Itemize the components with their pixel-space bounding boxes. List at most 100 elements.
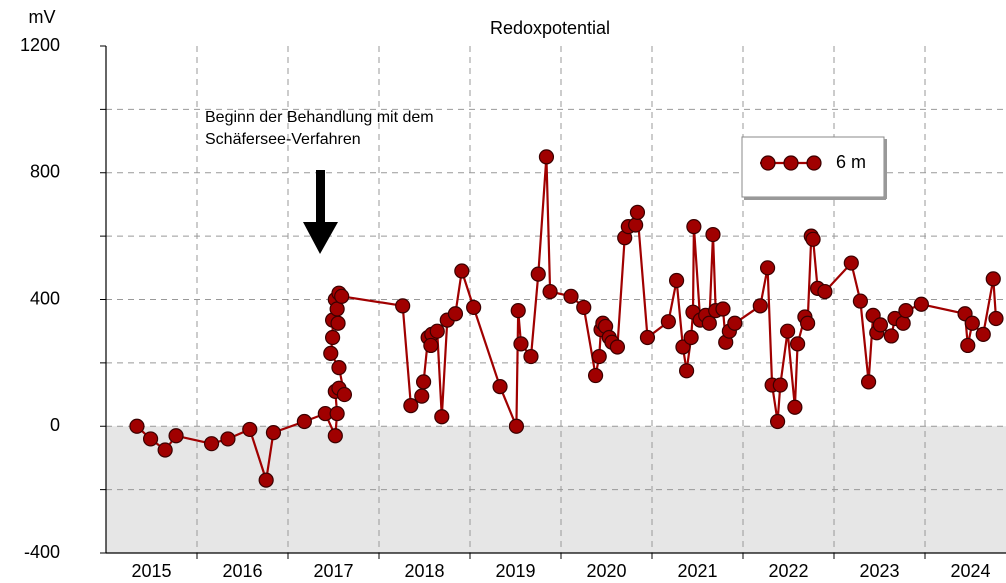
data-point bbox=[265, 424, 282, 441]
data-point bbox=[913, 296, 929, 312]
data-point bbox=[466, 299, 482, 316]
data-point bbox=[628, 217, 644, 233]
data-point bbox=[563, 288, 579, 304]
chart-title: Redoxpotential bbox=[490, 18, 610, 38]
data-point bbox=[686, 219, 702, 235]
data-point bbox=[323, 345, 339, 361]
legend-label: 6 m bbox=[836, 152, 866, 172]
data-point bbox=[330, 315, 346, 331]
data-point bbox=[542, 283, 558, 300]
legend-marker bbox=[760, 155, 776, 171]
data-point bbox=[988, 310, 1004, 327]
data-point bbox=[772, 377, 788, 393]
annotation: Beginn der Behandlung mit dem bbox=[205, 109, 434, 126]
legend-shadow bbox=[744, 197, 886, 200]
data-point bbox=[960, 337, 976, 354]
legend: 6 m bbox=[741, 136, 887, 200]
data-point bbox=[705, 226, 721, 243]
data-point bbox=[964, 315, 980, 331]
x-tick-label: 2016 bbox=[222, 561, 262, 581]
data-point bbox=[530, 266, 546, 282]
x-tick-label: 2017 bbox=[313, 561, 353, 581]
data-point bbox=[168, 428, 184, 444]
data-point bbox=[727, 315, 743, 331]
data-point bbox=[639, 329, 656, 346]
y-tick-label: 400 bbox=[30, 288, 60, 308]
y-tick-label: -400 bbox=[24, 542, 60, 562]
data-point bbox=[985, 271, 1001, 287]
data-point bbox=[296, 413, 312, 430]
data-point bbox=[429, 323, 445, 339]
data-point bbox=[787, 399, 803, 415]
data-point bbox=[872, 317, 889, 333]
data-point bbox=[883, 328, 899, 344]
plot-area bbox=[129, 149, 1004, 488]
data-point bbox=[852, 293, 868, 309]
data-point bbox=[779, 323, 796, 339]
data-point bbox=[327, 428, 343, 444]
x-tick-label: 2022 bbox=[768, 561, 808, 581]
data-point bbox=[805, 231, 821, 247]
y-tick-label: 1200 bbox=[20, 35, 60, 55]
y-axis-label: mV bbox=[29, 7, 56, 27]
annotation: Schäfersee-Verfahren bbox=[205, 131, 361, 148]
data-point bbox=[660, 314, 676, 330]
data-point bbox=[258, 472, 274, 488]
data-point bbox=[817, 283, 833, 300]
data-point bbox=[860, 374, 877, 390]
y-tick-label: 0 bbox=[50, 415, 60, 435]
y-tick-label: 800 bbox=[30, 162, 60, 182]
data-point bbox=[683, 329, 699, 346]
data-point bbox=[587, 367, 604, 384]
data-point bbox=[329, 301, 345, 317]
data-point bbox=[609, 339, 626, 355]
data-point bbox=[759, 260, 776, 276]
x-tick-label: 2019 bbox=[495, 561, 535, 581]
data-point bbox=[454, 263, 470, 279]
data-point bbox=[508, 418, 525, 434]
data-point bbox=[523, 348, 539, 365]
data-point bbox=[157, 442, 173, 458]
data-point bbox=[752, 298, 768, 314]
data-point bbox=[203, 436, 220, 452]
data-point bbox=[678, 363, 695, 379]
legend-shadow bbox=[884, 139, 887, 199]
data-point bbox=[675, 339, 691, 355]
data-point bbox=[329, 405, 345, 422]
data-point bbox=[324, 329, 341, 346]
data-point bbox=[334, 288, 350, 304]
data-point bbox=[668, 272, 685, 289]
x-tick-label: 2023 bbox=[859, 561, 899, 581]
data-point bbox=[414, 388, 430, 404]
data-point bbox=[129, 418, 145, 434]
data-point bbox=[395, 298, 411, 314]
data-point bbox=[576, 299, 592, 316]
data-point bbox=[403, 398, 419, 414]
data-point bbox=[538, 149, 555, 165]
x-tick-label: 2018 bbox=[404, 561, 444, 581]
data-point bbox=[434, 409, 450, 425]
data-point bbox=[715, 301, 731, 317]
legend-marker bbox=[783, 155, 799, 171]
x-tick-label: 2021 bbox=[677, 561, 717, 581]
data-point bbox=[895, 315, 911, 331]
data-point bbox=[591, 348, 607, 365]
x-tick-label: 2024 bbox=[950, 561, 990, 581]
data-point bbox=[513, 336, 529, 352]
data-point bbox=[510, 302, 526, 319]
data-point bbox=[843, 255, 859, 271]
data-point bbox=[331, 360, 347, 376]
data-point bbox=[415, 374, 432, 390]
data-point bbox=[701, 315, 717, 331]
data-point bbox=[142, 431, 159, 447]
legend-marker bbox=[806, 155, 822, 171]
data-point bbox=[447, 306, 464, 322]
data-point bbox=[898, 302, 914, 319]
data-point bbox=[629, 204, 646, 220]
data-point bbox=[790, 336, 806, 352]
data-point bbox=[492, 379, 508, 395]
data-point bbox=[800, 315, 816, 331]
data-point bbox=[336, 386, 353, 403]
data-point bbox=[423, 337, 439, 354]
